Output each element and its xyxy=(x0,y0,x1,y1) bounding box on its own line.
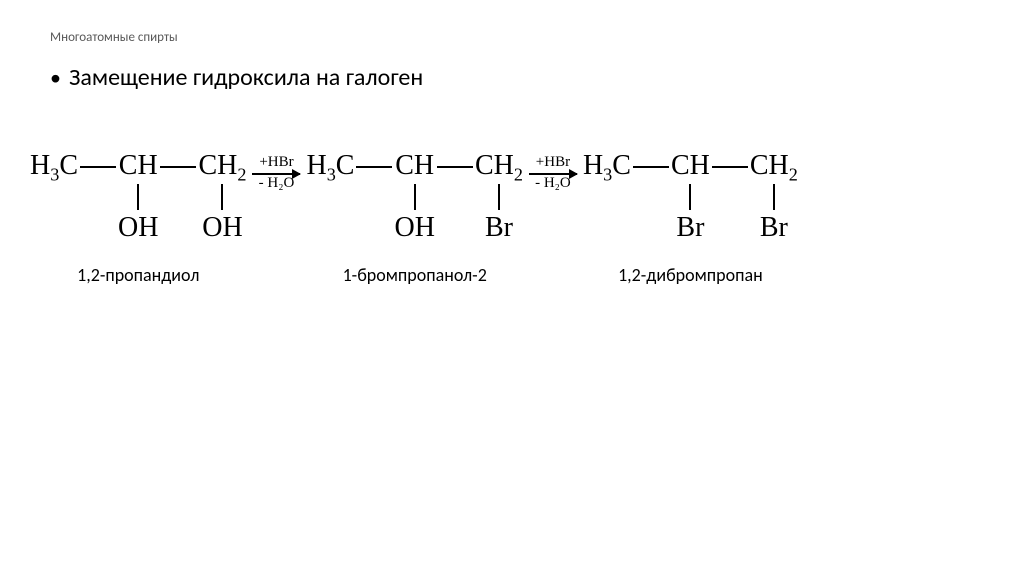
arrow-icon xyxy=(529,173,577,175)
bond xyxy=(80,166,116,168)
mol3-name: 1,2-дибромпропан xyxy=(618,264,763,286)
mol2-s3: Br xyxy=(485,214,513,242)
arrow1-reagents: +HBr xyxy=(259,154,293,171)
mol3-backbone: H3C . CH Br CH2 Br xyxy=(583,152,798,242)
mol2-c2: CH xyxy=(395,152,434,180)
molecule-2: H3C . CH OH CH2 Br 1-бромпропанол-2 xyxy=(306,152,522,286)
mol1-c3: CH2 xyxy=(198,152,246,180)
reaction-arrow-2: +HBr - H₂O xyxy=(529,154,577,193)
mol3-c1: H3C xyxy=(583,152,631,180)
mol2-backbone: H3C . CH OH CH2 Br xyxy=(306,152,522,242)
arrow2-bottom: - H₂O xyxy=(535,175,571,192)
molecule-3: H3C . CH Br CH2 Br 1,2-дибромпропан xyxy=(583,152,798,286)
bond xyxy=(414,184,416,210)
mol2-name: 1-бромпропанол-2 xyxy=(343,264,487,286)
bullet-text: Замещение гидроксила на галоген xyxy=(69,63,423,92)
bond xyxy=(689,184,691,210)
bond xyxy=(356,166,392,168)
arrow2-reagents: +HBr xyxy=(536,154,570,171)
mol2-c3: CH2 xyxy=(475,152,523,180)
slide-header: Многоатомные спирты xyxy=(50,30,974,45)
molecule-1: H3C . CH OH CH2 OH 1,2-пропандиол xyxy=(30,152,246,286)
reaction-scheme: H3C . CH OH CH2 OH 1,2-пропандиол +HBr - xyxy=(30,152,974,286)
arrow1-top: +HBr xyxy=(259,154,293,171)
arrow1-bottom: - H₂O xyxy=(259,175,295,192)
mol1-c1: H3C xyxy=(30,152,78,180)
bond xyxy=(221,184,223,210)
bond xyxy=(160,166,196,168)
bond xyxy=(773,184,775,210)
mol1-s2: OH xyxy=(118,214,158,242)
bond xyxy=(437,166,473,168)
mol1-backbone: H3C . CH OH CH2 OH xyxy=(30,152,246,242)
mol1-name: 1,2-пропандиол xyxy=(77,264,199,286)
bond xyxy=(712,166,748,168)
bond xyxy=(137,184,139,210)
mol2-s2: OH xyxy=(394,214,434,242)
bullet-dot: • xyxy=(50,64,61,91)
mol3-c3: CH2 xyxy=(750,152,798,180)
mol3-c2: CH xyxy=(671,152,710,180)
mol3-s2: Br xyxy=(676,214,704,242)
mol1-s3: OH xyxy=(202,214,242,242)
bond xyxy=(633,166,669,168)
bullet-line: • Замещение гидроксила на галоген xyxy=(50,63,974,92)
reaction-arrow-1: +HBr - H₂O xyxy=(252,154,300,193)
mol2-c1: H3C xyxy=(306,152,354,180)
mol3-s3: Br xyxy=(760,214,788,242)
mol1-c2: CH xyxy=(119,152,158,180)
arrow2-top: +HBr xyxy=(536,154,570,171)
bond xyxy=(498,184,500,210)
arrow-icon xyxy=(252,173,300,175)
